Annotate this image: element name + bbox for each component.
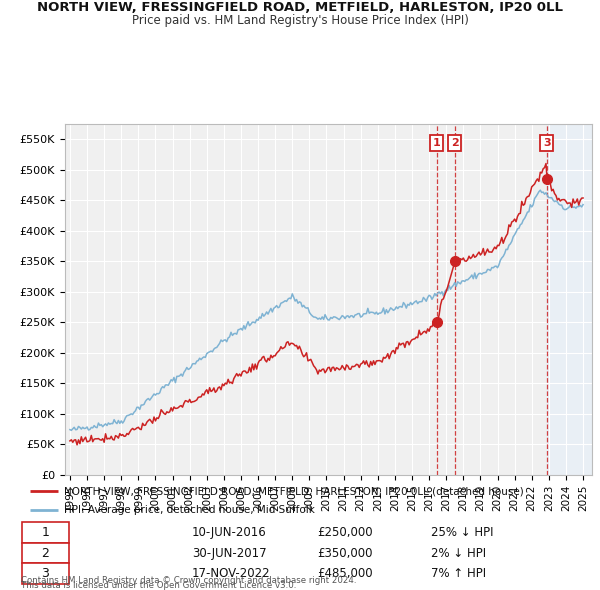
FancyBboxPatch shape <box>22 523 69 543</box>
Text: 1: 1 <box>433 138 440 148</box>
Text: 7% ↑ HPI: 7% ↑ HPI <box>431 567 487 580</box>
Text: NORTH VIEW, FRESSINGFIELD ROAD, METFIELD, HARLESTON, IP20 0LL (detached house): NORTH VIEW, FRESSINGFIELD ROAD, METFIELD… <box>64 487 523 497</box>
Text: 3: 3 <box>41 567 49 580</box>
Text: 17-NOV-2022: 17-NOV-2022 <box>192 567 271 580</box>
Text: 10-JUN-2016: 10-JUN-2016 <box>192 526 267 539</box>
Text: Contains HM Land Registry data © Crown copyright and database right 2024.: Contains HM Land Registry data © Crown c… <box>21 576 356 585</box>
Text: HPI: Average price, detached house, Mid Suffolk: HPI: Average price, detached house, Mid … <box>64 506 314 515</box>
Text: NORTH VIEW, FRESSINGFIELD ROAD, METFIELD, HARLESTON, IP20 0LL: NORTH VIEW, FRESSINGFIELD ROAD, METFIELD… <box>37 1 563 14</box>
Text: 2: 2 <box>451 138 458 148</box>
Text: 1: 1 <box>41 526 49 539</box>
Text: 3: 3 <box>543 138 551 148</box>
Bar <box>547 124 592 475</box>
FancyBboxPatch shape <box>22 563 69 584</box>
Text: £250,000: £250,000 <box>317 526 373 539</box>
Text: Price paid vs. HM Land Registry's House Price Index (HPI): Price paid vs. HM Land Registry's House … <box>131 14 469 28</box>
Text: This data is licensed under the Open Government Licence v3.0.: This data is licensed under the Open Gov… <box>21 581 296 590</box>
Text: 2: 2 <box>41 546 49 560</box>
Text: 25% ↓ HPI: 25% ↓ HPI <box>431 526 494 539</box>
Text: £485,000: £485,000 <box>317 567 373 580</box>
Text: 2% ↓ HPI: 2% ↓ HPI <box>431 546 487 560</box>
FancyBboxPatch shape <box>22 543 69 563</box>
Text: 30-JUN-2017: 30-JUN-2017 <box>192 546 266 560</box>
Text: £350,000: £350,000 <box>317 546 373 560</box>
